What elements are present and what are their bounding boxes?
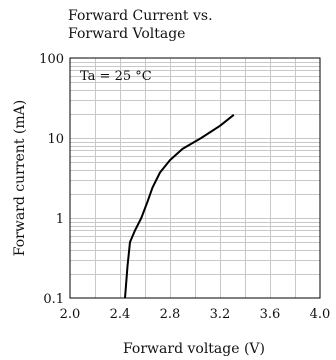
x-axis-label: Forward voltage (V) bbox=[122, 341, 266, 357]
chart-title-line-1: Forward Current vs. bbox=[68, 8, 213, 24]
y-axis-ticks: 0.1 1 10 100 bbox=[39, 52, 64, 307]
y-tick-label: 10 bbox=[47, 132, 64, 147]
y-tick-label: 1 bbox=[56, 212, 64, 227]
x-tick-label: 4.0 bbox=[310, 307, 331, 322]
y-tick-label: 0.1 bbox=[43, 292, 64, 307]
y-axis-label: Forward current (mA) bbox=[12, 99, 28, 257]
series-line bbox=[124, 114, 235, 299]
y-tick-label: 100 bbox=[39, 52, 64, 67]
plot-frame bbox=[69, 57, 321, 299]
grid bbox=[70, 58, 320, 298]
x-axis-ticks: 2.0 2.4 2.8 3.2 3.6 4.0 bbox=[60, 307, 331, 322]
temperature-annotation: Ta = 25 °C bbox=[80, 69, 152, 84]
x-tick-label: 2.8 bbox=[160, 307, 181, 322]
x-tick-label: 3.2 bbox=[210, 307, 231, 322]
x-tick-label: 2.4 bbox=[110, 307, 131, 322]
x-tick-label: 3.6 bbox=[260, 307, 281, 322]
x-tick-label: 2.0 bbox=[60, 307, 81, 322]
chart-title-line-2: Forward Voltage bbox=[68, 26, 186, 42]
